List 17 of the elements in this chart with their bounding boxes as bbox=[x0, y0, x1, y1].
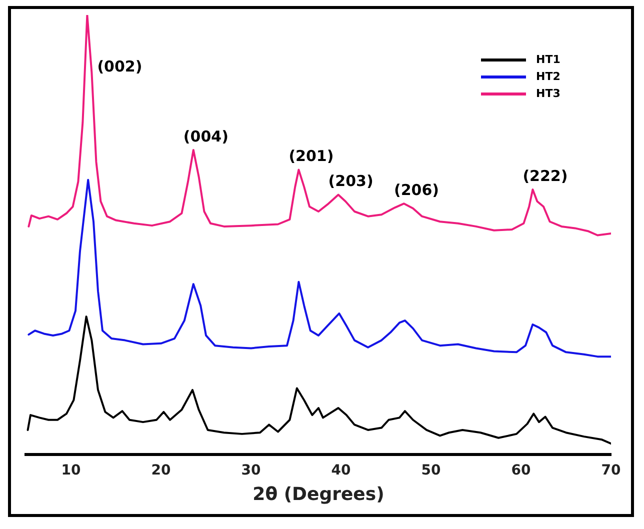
annotation: (203) bbox=[328, 172, 374, 190]
annotation: (222) bbox=[522, 166, 568, 185]
legend-label: HT1 bbox=[536, 52, 560, 66]
annotation: (002) bbox=[97, 57, 142, 76]
annotation: (004) bbox=[183, 127, 228, 146]
x-tick-label: 50 bbox=[421, 462, 441, 479]
x-tick-label: 10 bbox=[61, 462, 81, 479]
x-tick-label: 20 bbox=[151, 462, 171, 479]
legend-label: HT3 bbox=[536, 86, 560, 100]
x-axis-title: 2θ (Degrees) bbox=[252, 484, 384, 505]
legend-label: HT2 bbox=[536, 70, 560, 83]
x-tick-label: 30 bbox=[241, 462, 261, 479]
x-tick-label: 70 bbox=[601, 462, 621, 479]
annotation: (201) bbox=[288, 147, 334, 166]
annotation: (206) bbox=[394, 180, 440, 199]
x-tick-label: 60 bbox=[511, 462, 531, 479]
x-tick-label: 40 bbox=[331, 462, 351, 479]
